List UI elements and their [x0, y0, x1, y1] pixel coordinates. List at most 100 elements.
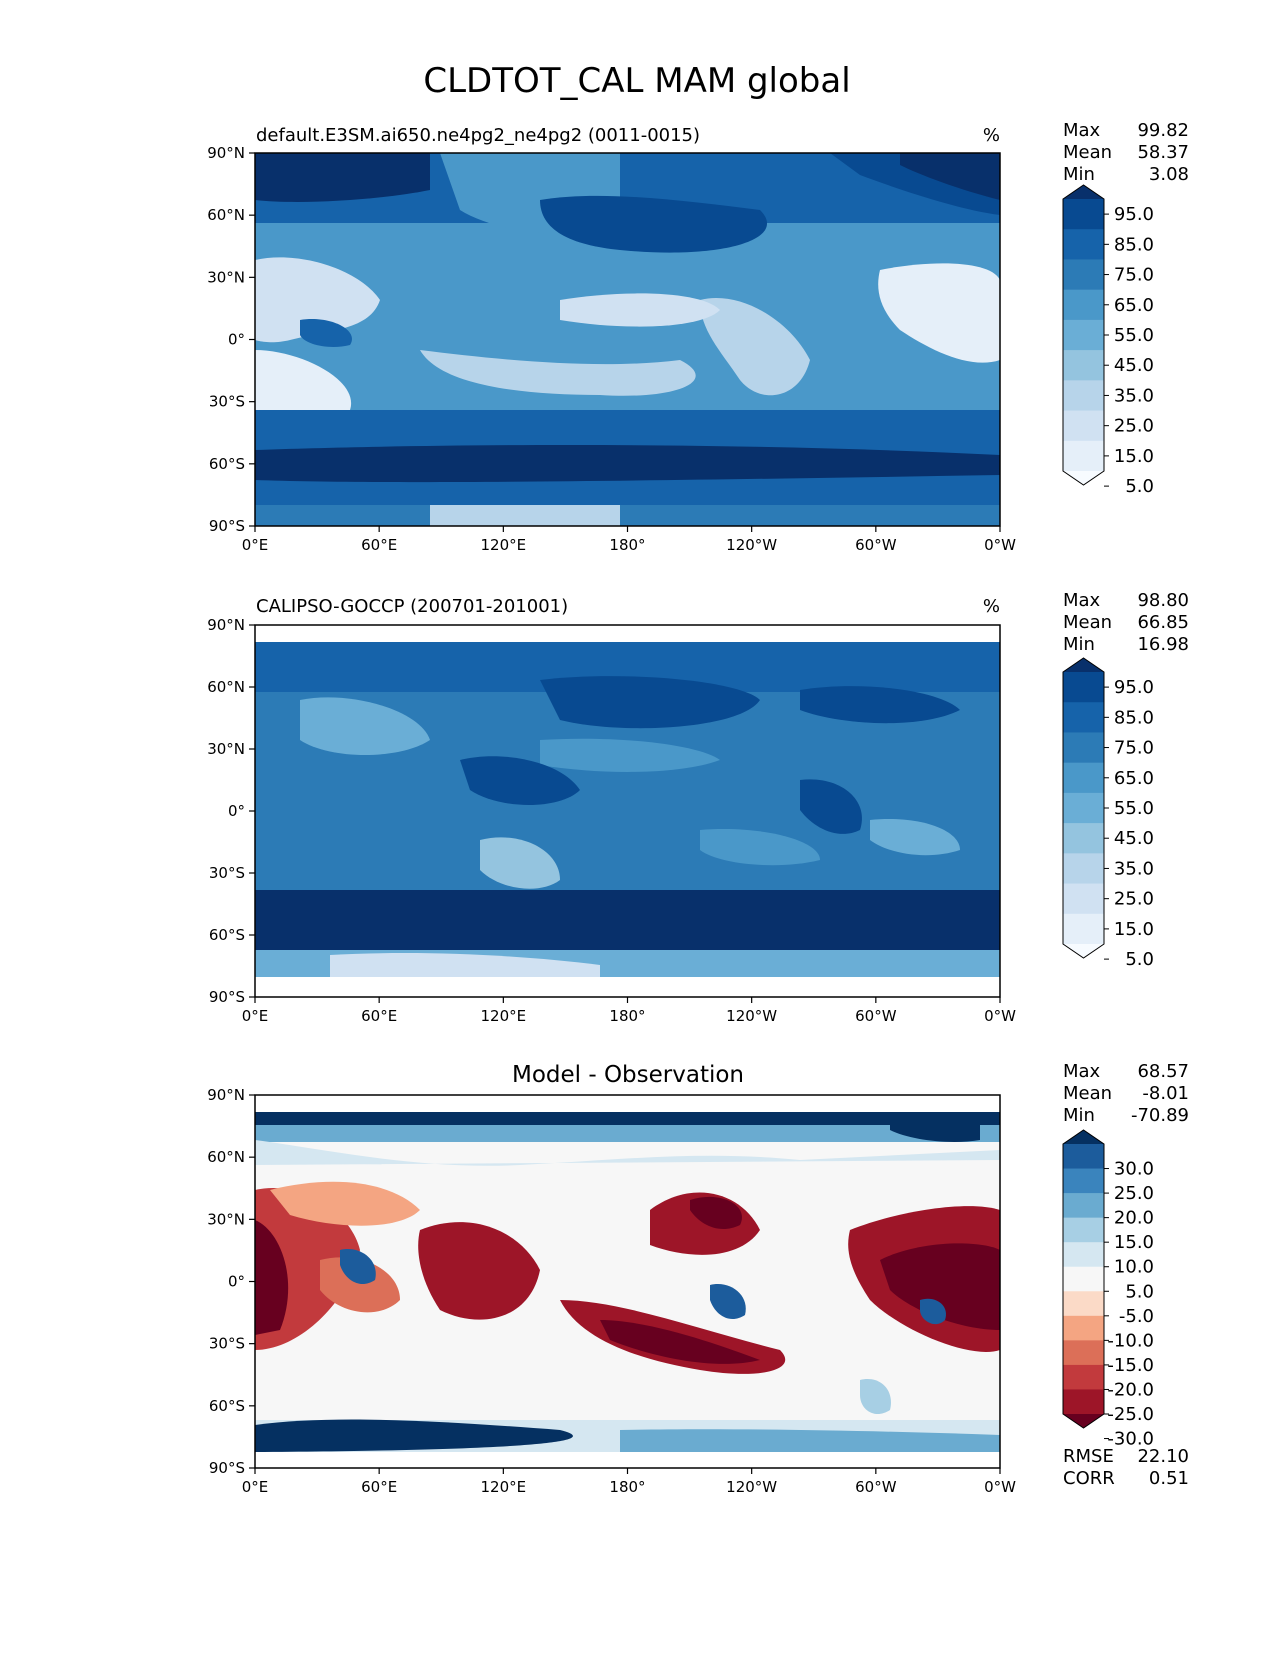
- x-tick-label: 120°E: [481, 1007, 527, 1025]
- panel-model: default.E3SM.ai650.ne4pg2_ne4pg2 (0011-0…: [207, 120, 1189, 554]
- stat-max-label: Max: [1063, 1061, 1101, 1082]
- colorbar-tick-label: 35.0: [1114, 385, 1154, 406]
- metric-rmse-value: 22.10: [1137, 1446, 1189, 1467]
- colorbar-tick-label: 25.0: [1114, 889, 1154, 910]
- colorbar-segment: [1063, 1389, 1104, 1415]
- panel-diff-colorbar: 30.0 25.0 20.0 15.0 10.0 5.0 -5.0 -10.0 -15.0 -20…: [1062, 1129, 1154, 1450]
- colorbar-segment: [1063, 1266, 1104, 1292]
- colorbar-segment: [1063, 732, 1104, 764]
- x-tick-label: 120°E: [481, 1478, 527, 1496]
- colorbar-segment: [1063, 380, 1104, 412]
- colorbar-segment: [1063, 259, 1104, 291]
- obs-field: [255, 625, 1000, 997]
- colorbar-segment: [1063, 702, 1104, 733]
- model-field: [255, 153, 1000, 526]
- y-tick-label: 0°: [228, 802, 245, 820]
- x-tick-label: 0°W: [984, 1007, 1016, 1025]
- panel-obs-stats: Max 98.80 Mean 66.85 Min 16.98: [1063, 590, 1189, 655]
- colorbar-segment: [1063, 1340, 1104, 1366]
- panel-model-axes: 0°E 60°E 120°E 180° 120°W 60°W 0°W 90°N 60°N 30°N…: [207, 144, 1016, 554]
- colorbar-segment: [1063, 229, 1104, 260]
- metric-corr-label: CORR: [1063, 1468, 1115, 1489]
- colorbar-segment: [1063, 1364, 1104, 1390]
- y-tick-label: 0°: [228, 1273, 245, 1291]
- colorbar-segment: [1063, 350, 1104, 381]
- panel-obs-title: CALIPSO-GOCCP (200701-201001): [256, 596, 568, 617]
- colorbar-segment: [1063, 792, 1104, 824]
- stat-max-value: 98.80: [1137, 590, 1189, 611]
- colorbar-segment: [1063, 410, 1104, 442]
- colorbar-segment: [1063, 762, 1104, 794]
- x-tick-label: 120°W: [726, 1007, 777, 1025]
- panel-model-units: %: [983, 125, 1000, 146]
- colorbar-segment: [1063, 672, 1104, 703]
- stat-mean-value: -8.01: [1142, 1083, 1189, 1104]
- stat-max-label: Max: [1063, 590, 1101, 611]
- colorbar-extend-top: [1063, 185, 1104, 199]
- colorbar-outline: [1062, 184, 1105, 486]
- x-tick-label: 60°E: [361, 1478, 397, 1496]
- diff-field: [255, 1095, 1000, 1468]
- panel-diff-title: Model - Observation: [512, 1062, 744, 1088]
- stat-max-label: Max: [1063, 120, 1101, 141]
- stat-min-label: Min: [1063, 634, 1095, 655]
- panel-diff-axes: 0°E 60°E 120°E 180° 120°W 60°W 0°W 90°N 60°N 30°N…: [207, 1086, 1016, 1496]
- stat-min-label: Min: [1063, 164, 1095, 185]
- x-tick-label: 180°: [609, 1478, 645, 1496]
- stat-mean-value: 66.85: [1137, 612, 1189, 633]
- colorbar-tick-label: -20.0: [1107, 1379, 1154, 1400]
- y-tick-label: 90°S: [209, 517, 245, 535]
- colorbar-outline: [1062, 657, 1105, 959]
- y-tick-label: 90°N: [207, 144, 245, 162]
- stat-max-value: 99.82: [1137, 120, 1189, 141]
- panel-obs-units: %: [983, 596, 1000, 617]
- colorbar-extend-top: [1063, 1130, 1104, 1144]
- colorbar-segment: [1063, 319, 1104, 351]
- colorbar-tick-label: 75.0: [1114, 265, 1154, 286]
- x-tick-label: 0°E: [242, 536, 269, 554]
- colorbar-tick-label: -30.0: [1107, 1429, 1154, 1450]
- panel-diff-stats: Max 68.57 Mean -8.01 Min -70.89: [1063, 1061, 1189, 1126]
- panel-obs-axes: 0°E 60°E 120°E 180° 120°W 60°W 0°W 90°N 60°N 30°N…: [207, 616, 1016, 1025]
- x-tick-label: 0°E: [242, 1478, 269, 1496]
- colorbar-tick-label: 75.0: [1114, 738, 1154, 759]
- colorbar-tick-label: 65.0: [1114, 295, 1154, 316]
- colorbar-segment: [1063, 883, 1104, 915]
- colorbar-tick-label: 35.0: [1114, 858, 1154, 879]
- colorbar-tick-label: 45.0: [1114, 355, 1154, 376]
- colorbar-segment: [1063, 1291, 1104, 1317]
- colorbar-segment: [1063, 823, 1104, 854]
- x-tick-label: 0°W: [984, 1478, 1016, 1496]
- colorbar-tick-label: 30.0: [1114, 1159, 1154, 1180]
- colorbar-tick-label: 25.0: [1114, 416, 1154, 437]
- stat-mean-value: 58.37: [1137, 142, 1189, 163]
- panel-diff-metrics: RMSE 22.10 CORR 0.51: [1063, 1446, 1189, 1489]
- x-tick-label: 180°: [609, 1007, 645, 1025]
- x-tick-label: 60°W: [855, 1007, 897, 1025]
- y-tick-label: 30°S: [209, 393, 245, 411]
- colorbar-tick-label: 55.0: [1114, 798, 1154, 819]
- colorbar-tick-label: 5.0: [1125, 1281, 1154, 1302]
- colorbar-segment: [1063, 1193, 1104, 1219]
- stat-min-label: Min: [1063, 1105, 1095, 1126]
- colorbar-segment: [1063, 1315, 1104, 1341]
- y-tick-label: 60°N: [207, 678, 245, 696]
- y-tick-label: 30°N: [207, 268, 245, 286]
- colorbar-tick-label: 15.0: [1114, 446, 1154, 467]
- x-tick-label: 180°: [609, 536, 645, 554]
- y-tick-label: 30°N: [207, 1210, 245, 1228]
- colorbar-extend-bottom: [1063, 471, 1104, 485]
- colorbar-tick-label: 25.0: [1114, 1183, 1154, 1204]
- stat-max-value: 68.57: [1137, 1061, 1189, 1082]
- x-tick-label: 120°E: [481, 536, 527, 554]
- colorbar-extend-bottom: [1063, 944, 1104, 958]
- x-tick-label: 60°W: [855, 1478, 897, 1496]
- colorbar-tick-label: 15.0: [1114, 919, 1154, 940]
- panel-model-colorbar: 95.0 85.0 75.0 65.0 55.0 45.0 35.0 25.0 15.0 5.0: [1062, 184, 1154, 497]
- y-tick-label: 90°S: [209, 988, 245, 1006]
- colorbar-segment: [1063, 289, 1104, 321]
- colorbar-tick-label: 65.0: [1114, 768, 1154, 789]
- colorbar-segment: [1063, 1168, 1104, 1194]
- x-tick-label: 60°E: [361, 1007, 397, 1025]
